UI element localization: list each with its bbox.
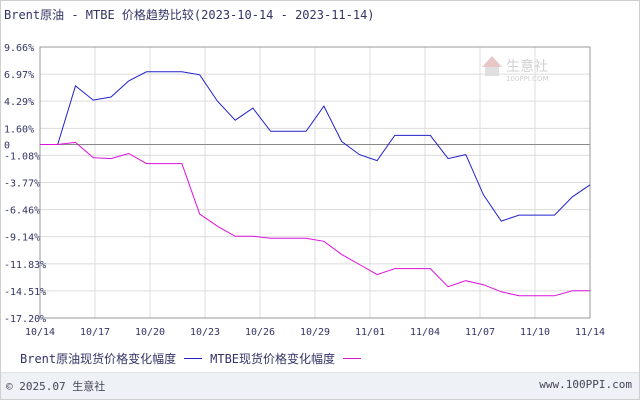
watermark-logo-icon <box>482 56 502 67</box>
watermark-sub: 100PPI.COM <box>506 75 549 83</box>
y-tick-label: -11.83% <box>4 260 46 271</box>
legend: Brent原油现货价格变化幅度 MTBE现货价格变化幅度 <box>20 350 369 367</box>
series-line-brent <box>40 71 591 222</box>
y-tick-label: -1.08% <box>4 151 40 162</box>
x-tick-label: 10/26 <box>245 327 275 338</box>
watermark-text: 生意社 <box>506 58 548 75</box>
series-line-mtbe <box>40 141 590 297</box>
y-tick-label: 6.97% <box>4 70 34 81</box>
y-tick-label: 1.60% <box>4 124 34 135</box>
plot-border <box>39 46 591 319</box>
x-tick-label: 10/29 <box>300 327 330 338</box>
x-tick-label: 11/07 <box>465 327 495 338</box>
x-tick-label: 11/04 <box>410 327 440 338</box>
footer-bar <box>1 372 639 399</box>
y-tick-label: -6.46% <box>4 206 40 217</box>
y-tick-label: -17.20% <box>4 314 46 325</box>
y-tick-label: -9.14% <box>4 233 40 244</box>
watermark-logo-base <box>485 67 499 76</box>
site-link[interactable]: www.100PPI.com <box>539 378 632 391</box>
x-tick-label: 10/14 <box>25 327 55 338</box>
x-tick-label: 11/01 <box>355 327 385 338</box>
zero-label: 0 <box>4 140 10 151</box>
y-tick-label: -3.77% <box>4 179 40 190</box>
y-tick-label: -14.51% <box>4 287 46 298</box>
x-tick-label: 10/20 <box>135 327 165 338</box>
legend-label-brent: Brent原油现货价格变化幅度 <box>20 352 177 366</box>
y-tick-label: 4.29% <box>4 97 34 108</box>
copyright-text: © 2025.07 生意社 <box>6 380 106 393</box>
x-tick-label: 11/10 <box>520 327 550 338</box>
x-tick-label: 10/17 <box>80 327 110 338</box>
legend-line-brent <box>184 358 203 359</box>
y-tick-label: 9.66% <box>4 43 34 54</box>
chart-title: Brent原油 - MTBE 价格趋势比较(2023-10-14 - 2023-… <box>4 8 375 22</box>
x-tick-label: 10/23 <box>190 327 220 338</box>
x-tick-label: 11/14 <box>575 327 605 338</box>
legend-line-mtbe <box>343 358 362 359</box>
legend-label-mtbe: MTBE现货价格变化幅度 <box>210 352 336 366</box>
